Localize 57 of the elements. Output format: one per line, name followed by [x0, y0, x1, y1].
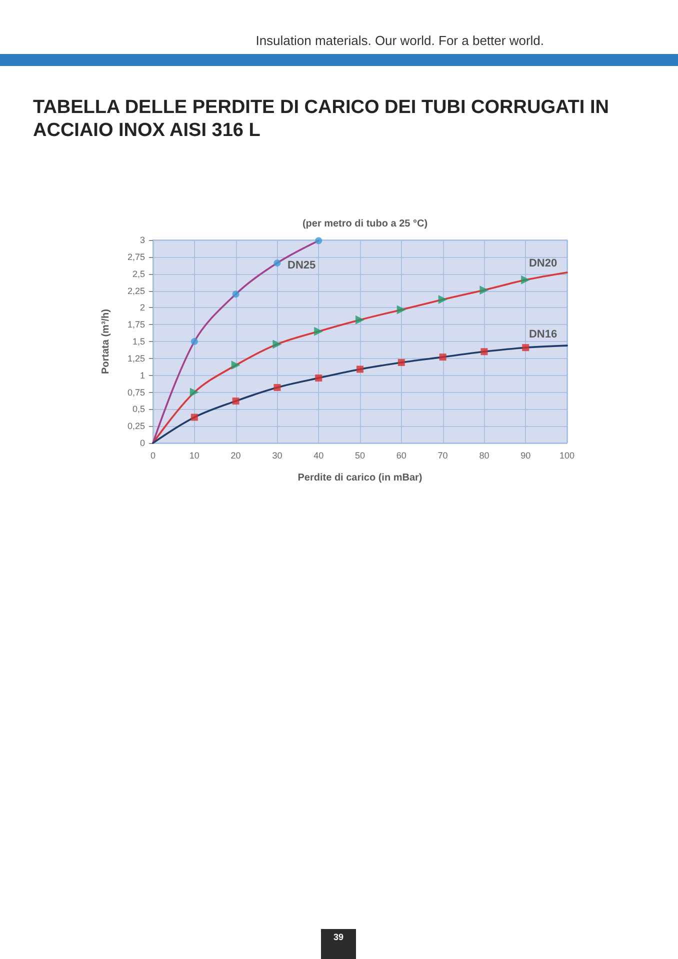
y-tick-label: 0,5	[132, 404, 145, 414]
y-axis-title: Portata (m³/h)	[100, 309, 112, 374]
point	[356, 315, 364, 324]
point	[480, 348, 488, 356]
x-tick-label: 40	[314, 450, 324, 460]
point	[398, 358, 405, 366]
x-tick-label: 70	[438, 450, 448, 460]
point	[190, 338, 198, 345]
x-tick-label: 100	[559, 450, 575, 460]
x-axis-title: Perdite di carico (in mBar)	[298, 472, 422, 484]
point	[315, 237, 322, 244]
y-tick-label: 0,75	[127, 387, 145, 398]
point	[272, 340, 282, 349]
x-tick-label: 60	[396, 450, 406, 460]
chart-title: TABELLA DELLE PERDITE DI CARICO DEI TUBI CORRUGATI IN ACCIAIO INOX AISI 316 L	[33, 96, 610, 142]
y-tick-label: 1,75	[127, 320, 145, 330]
point	[480, 286, 489, 295]
point	[232, 398, 240, 405]
point	[439, 354, 446, 361]
series-label: DN20	[528, 257, 558, 270]
series-label: DN25	[288, 260, 316, 272]
x-tick-label: 80	[479, 450, 490, 460]
point	[231, 360, 240, 370]
text: 39	[332, 932, 344, 942]
point	[315, 374, 322, 382]
series-label: DN16	[528, 328, 558, 341]
x-tick-label: 0	[150, 450, 156, 460]
point	[232, 290, 240, 298]
x-tick-label: 10	[189, 450, 200, 460]
text: Insulation materials. Our world. For a better world.	[256, 33, 544, 48]
y-tick-label: 1	[140, 370, 145, 380]
chart-subtitle: (per metro di tubo a 25 °C)	[302, 218, 428, 230]
point	[396, 305, 406, 314]
y-tick-label: 0,25	[127, 421, 145, 432]
y-tick-label: 0	[140, 438, 145, 448]
y-tick-label: 3	[140, 235, 145, 245]
point	[522, 344, 530, 352]
line-series	[152, 272, 568, 444]
y-tick-label: 1,25	[127, 353, 145, 364]
point	[438, 295, 448, 304]
y-tick-label: 2,75	[127, 252, 145, 262]
x-tick-label: 90	[520, 450, 531, 460]
y-tick-label: 2,5	[132, 268, 145, 279]
x-tick-label: 50	[354, 450, 366, 460]
point	[190, 388, 199, 397]
point	[274, 260, 281, 267]
y-tick-label: 2,25	[127, 286, 145, 296]
point	[190, 414, 198, 421]
x-tick-label: 30	[272, 450, 282, 460]
point	[521, 275, 530, 284]
line-series	[152, 344, 568, 444]
point	[314, 326, 324, 336]
y-tick-label: 1,5	[132, 336, 145, 346]
point	[274, 384, 281, 392]
x-tick-label: 20	[230, 450, 241, 460]
point	[356, 366, 364, 373]
y-tick-label: 2	[140, 302, 145, 313]
